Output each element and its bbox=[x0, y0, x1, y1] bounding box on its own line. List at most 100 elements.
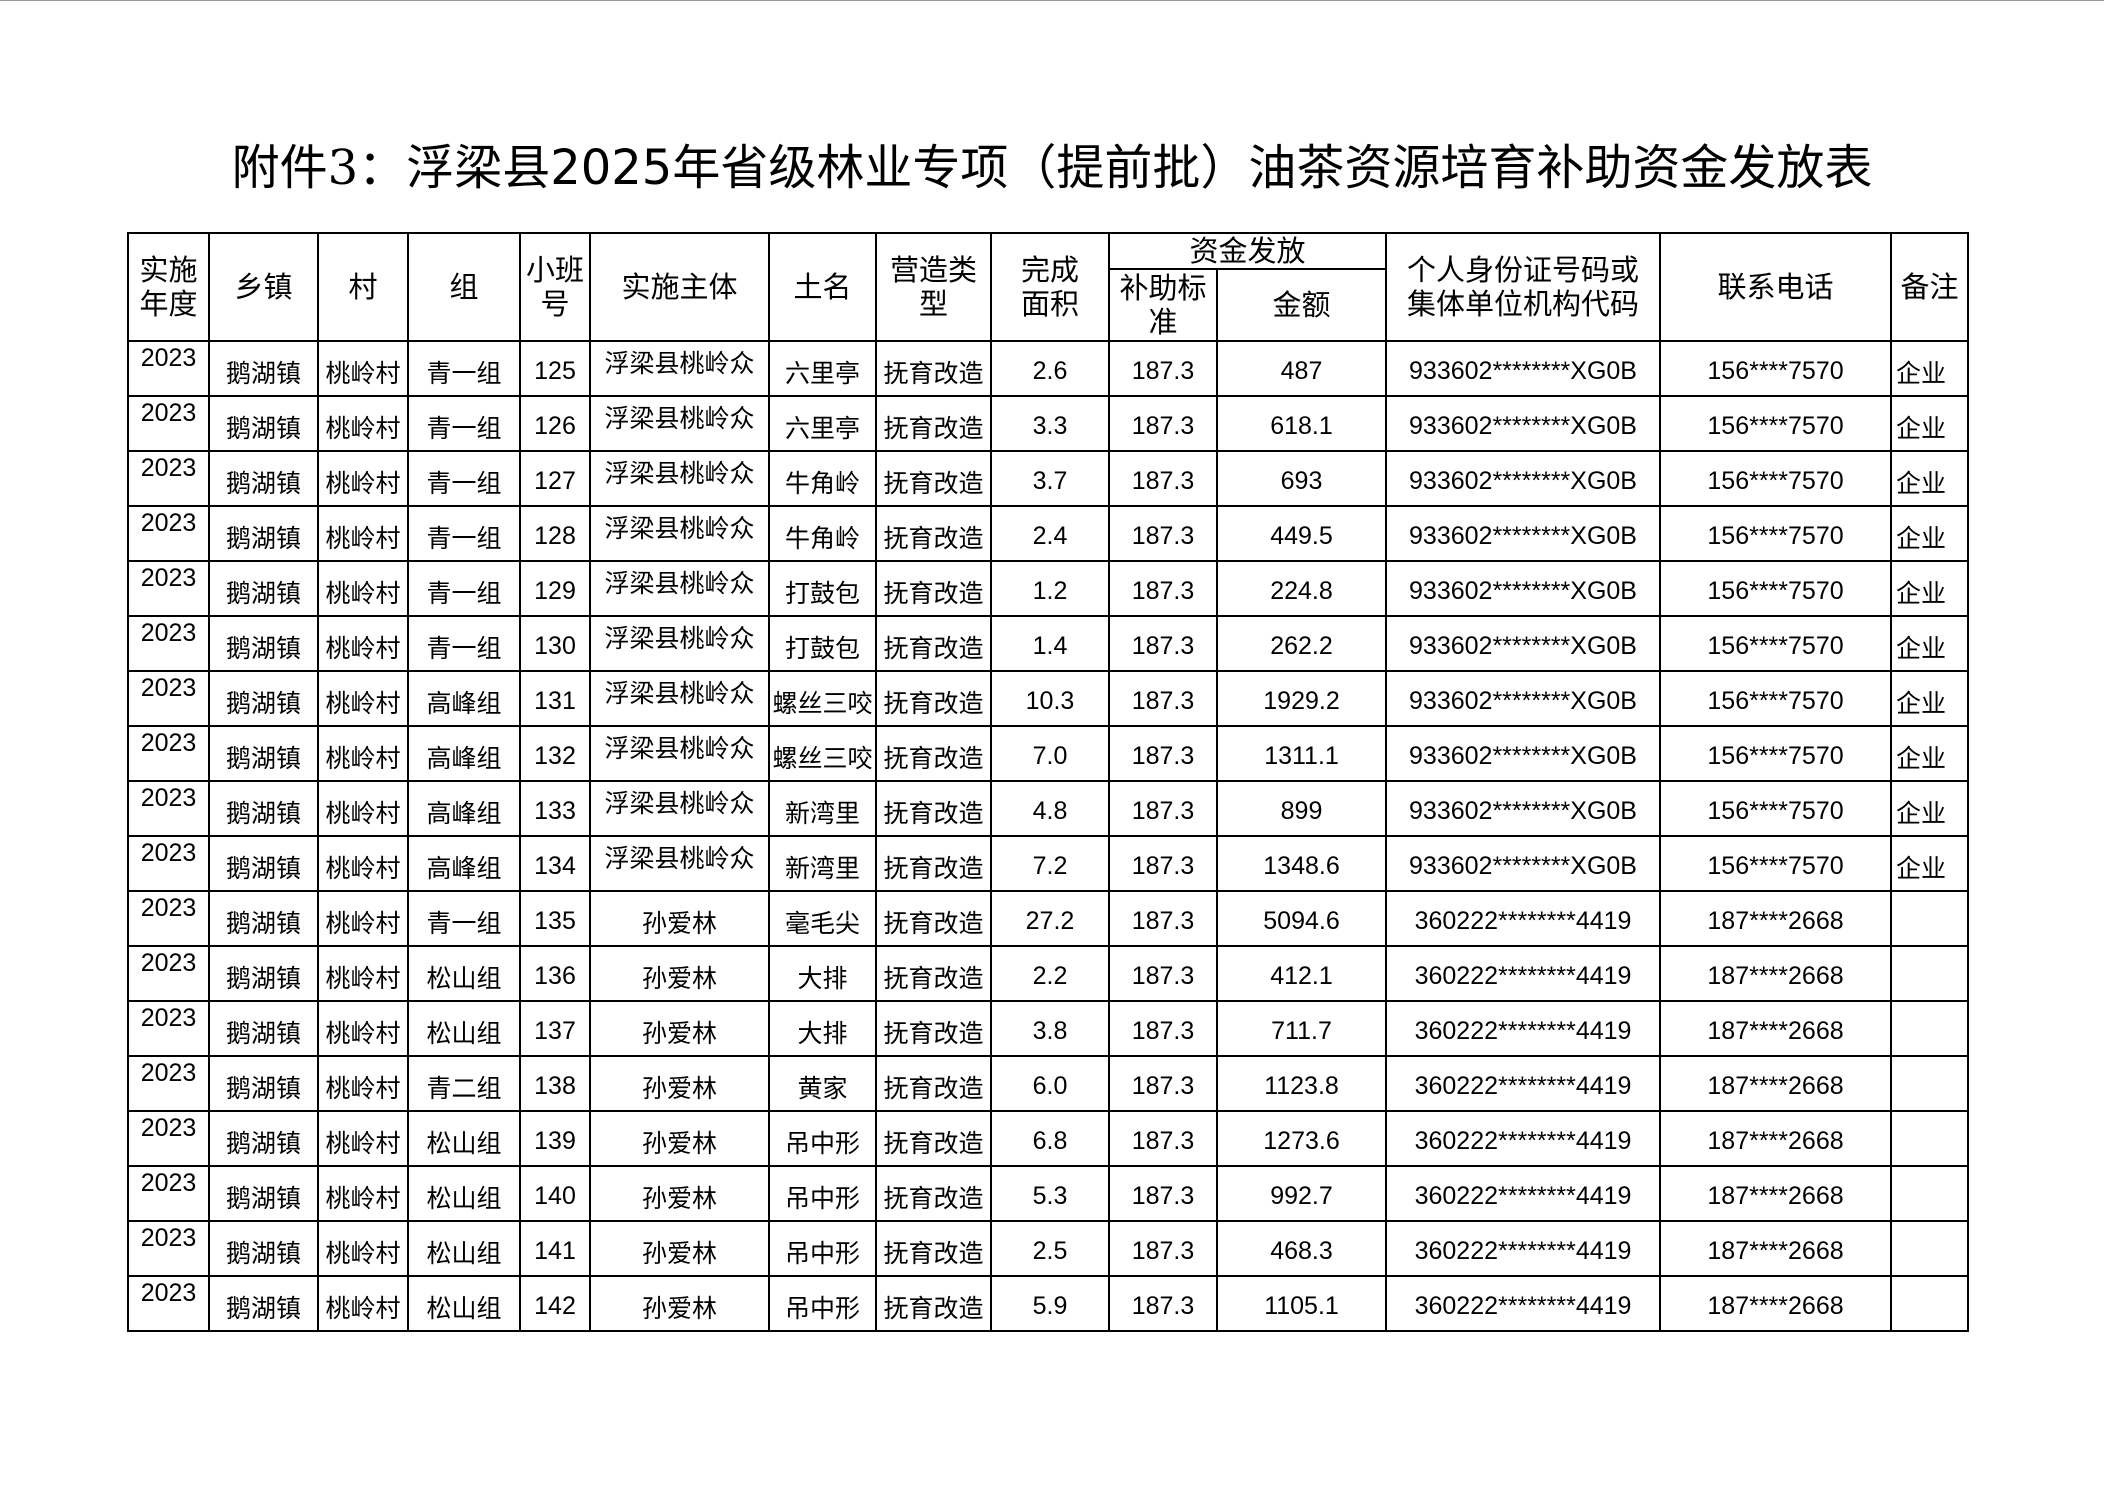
table-row: 2023 鹅湖镇 桃岭村 青一组 128 浮梁县桃岭众 牛角岭 抚育改造 2.4 187.3 449… bbox=[127, 505, 1970, 562]
amount-cell: 693 bbox=[1215, 450, 1388, 507]
standard-cell: 187.3 bbox=[1108, 780, 1218, 837]
year-cell: 2023 bbox=[127, 395, 210, 452]
village-cell: 桃岭村 bbox=[317, 340, 409, 397]
place-name-cell: 大排 bbox=[768, 945, 877, 1002]
remark-cell: 企业 bbox=[1890, 560, 1970, 617]
place-name-cell: 吊中形 bbox=[768, 1110, 877, 1167]
year-cell: 2023 bbox=[127, 670, 210, 727]
area-cell: 7.2 bbox=[990, 835, 1110, 892]
standard-cell: 187.3 bbox=[1108, 1055, 1218, 1112]
place-name-cell: 吊中形 bbox=[768, 1275, 877, 1332]
place-name-cell: 打鼓包 bbox=[768, 560, 877, 617]
plot-no-cell: 137 bbox=[519, 1000, 591, 1057]
phone-cell: 156****7570 bbox=[1659, 835, 1893, 892]
id-code-cell: 360222********4419 bbox=[1385, 1220, 1662, 1277]
phone-cell: 156****7570 bbox=[1659, 505, 1893, 562]
place-name-cell: 螺丝三咬 bbox=[768, 725, 877, 782]
table-row: 2023 鹅湖镇 桃岭村 高峰组 132 浮梁县桃岭众 螺丝三咬 抚育改造 7.0 187.3 13… bbox=[127, 725, 1970, 782]
village-cell: 桃岭村 bbox=[317, 450, 409, 507]
id-code-cell: 933602********XG0B bbox=[1385, 780, 1662, 837]
amount-cell: 899 bbox=[1215, 780, 1388, 837]
township-cell: 鹅湖镇 bbox=[208, 780, 319, 837]
table-row: 2023 鹅湖镇 桃岭村 青一组 130 浮梁县桃岭众 打鼓包 抚育改造 1.4 187.3 262… bbox=[127, 615, 1970, 672]
remark-cell bbox=[1890, 1220, 1970, 1277]
group-cell: 高峰组 bbox=[407, 725, 521, 782]
village-cell: 桃岭村 bbox=[317, 505, 409, 562]
amount-cell: 468.3 bbox=[1215, 1220, 1388, 1277]
header-type: 营造类型 bbox=[875, 232, 992, 342]
id-code-cell: 360222********4419 bbox=[1385, 890, 1662, 947]
area-cell: 10.3 bbox=[990, 670, 1110, 727]
year-cell: 2023 bbox=[127, 1275, 210, 1332]
village-cell: 桃岭村 bbox=[317, 1055, 409, 1112]
remark-cell: 企业 bbox=[1890, 505, 1970, 562]
table-row: 2023 鹅湖镇 桃岭村 青一组 135 孙爱林 毫毛尖 抚育改造 27.2 187.3 5094.… bbox=[127, 890, 1970, 947]
plot-no-cell: 135 bbox=[519, 890, 591, 947]
amount-cell: 487 bbox=[1215, 340, 1388, 397]
year-cell: 2023 bbox=[127, 890, 210, 947]
entity-cell: 浮梁县桃岭众 bbox=[589, 835, 770, 892]
year-cell: 2023 bbox=[127, 1110, 210, 1167]
remark-cell bbox=[1890, 1055, 1970, 1112]
standard-cell: 187.3 bbox=[1108, 340, 1218, 397]
plot-no-cell: 129 bbox=[519, 560, 591, 617]
area-cell: 3.7 bbox=[990, 450, 1110, 507]
place-name-cell: 吊中形 bbox=[768, 1220, 877, 1277]
year-cell: 2023 bbox=[127, 780, 210, 837]
page-title: 附件3：浮梁县2025年省级林业专项（提前批）油茶资源培育补助资金发放表 bbox=[0, 138, 2104, 198]
subsidy-table: 实施年度 乡镇 村 组 小班号 实施主体 土名 营造类型 完成面积 资金发放 个… bbox=[127, 232, 1970, 1332]
township-cell: 鹅湖镇 bbox=[208, 945, 319, 1002]
amount-cell: 224.8 bbox=[1215, 560, 1388, 617]
year-cell: 2023 bbox=[127, 725, 210, 782]
village-cell: 桃岭村 bbox=[317, 1220, 409, 1277]
phone-cell: 187****2668 bbox=[1659, 945, 1893, 1002]
table-row: 2023 鹅湖镇 桃岭村 青一组 126 浮梁县桃岭众 六里亭 抚育改造 3.3 187.3 618… bbox=[127, 395, 1970, 452]
id-code-cell: 933602********XG0B bbox=[1385, 670, 1662, 727]
plot-no-cell: 142 bbox=[519, 1275, 591, 1332]
amount-cell: 262.2 bbox=[1215, 615, 1388, 672]
group-cell: 松山组 bbox=[407, 1000, 521, 1057]
village-cell: 桃岭村 bbox=[317, 890, 409, 947]
id-code-cell: 360222********4419 bbox=[1385, 1165, 1662, 1222]
table-row: 2023 鹅湖镇 桃岭村 青一组 127 浮梁县桃岭众 牛角岭 抚育改造 3.7 187.3 693… bbox=[127, 450, 1970, 507]
amount-cell: 1311.1 bbox=[1215, 725, 1388, 782]
place-name-cell: 新湾里 bbox=[768, 780, 877, 837]
group-cell: 青一组 bbox=[407, 340, 521, 397]
year-cell: 2023 bbox=[127, 560, 210, 617]
place-name-cell: 螺丝三咬 bbox=[768, 670, 877, 727]
table-row: 2023 鹅湖镇 桃岭村 高峰组 133 浮梁县桃岭众 新湾里 抚育改造 4.8 187.3 899… bbox=[127, 780, 1970, 837]
group-cell: 高峰组 bbox=[407, 780, 521, 837]
amount-cell: 1105.1 bbox=[1215, 1275, 1388, 1332]
remark-cell: 企业 bbox=[1890, 670, 1970, 727]
standard-cell: 187.3 bbox=[1108, 1110, 1218, 1167]
entity-cell: 孙爱林 bbox=[589, 1055, 770, 1112]
type-cell: 抚育改造 bbox=[875, 395, 992, 452]
header-remark: 备注 bbox=[1890, 232, 1970, 342]
year-cell: 2023 bbox=[127, 1000, 210, 1057]
standard-cell: 187.3 bbox=[1108, 505, 1218, 562]
standard-cell: 187.3 bbox=[1108, 890, 1218, 947]
type-cell: 抚育改造 bbox=[875, 1165, 992, 1222]
id-code-cell: 933602********XG0B bbox=[1385, 505, 1662, 562]
village-cell: 桃岭村 bbox=[317, 615, 409, 672]
type-cell: 抚育改造 bbox=[875, 835, 992, 892]
place-name-cell: 吊中形 bbox=[768, 1165, 877, 1222]
amount-cell: 1348.6 bbox=[1215, 835, 1388, 892]
phone-cell: 156****7570 bbox=[1659, 615, 1893, 672]
year-cell: 2023 bbox=[127, 835, 210, 892]
place-name-cell: 六里亭 bbox=[768, 340, 877, 397]
header-id-code: 个人身份证号码或集体单位机构代码 bbox=[1385, 232, 1662, 342]
year-cell: 2023 bbox=[127, 615, 210, 672]
standard-cell: 187.3 bbox=[1108, 1165, 1218, 1222]
remark-cell bbox=[1890, 1000, 1970, 1057]
entity-cell: 浮梁县桃岭众 bbox=[589, 450, 770, 507]
group-cell: 青一组 bbox=[407, 560, 521, 617]
table-row: 2023 鹅湖镇 桃岭村 松山组 137 孙爱林 大排 抚育改造 3.8 187.3 711.7 36… bbox=[127, 1000, 1970, 1057]
village-cell: 桃岭村 bbox=[317, 1165, 409, 1222]
table-row: 2023 鹅湖镇 桃岭村 松山组 142 孙爱林 吊中形 抚育改造 5.9 187.3 1105.1… bbox=[127, 1275, 1970, 1332]
entity-cell: 孙爱林 bbox=[589, 1110, 770, 1167]
plot-no-cell: 139 bbox=[519, 1110, 591, 1167]
village-cell: 桃岭村 bbox=[317, 725, 409, 782]
table-row: 2023 鹅湖镇 桃岭村 高峰组 134 浮梁县桃岭众 新湾里 抚育改造 7.2 187.3 134… bbox=[127, 835, 1970, 892]
type-cell: 抚育改造 bbox=[875, 1275, 992, 1332]
